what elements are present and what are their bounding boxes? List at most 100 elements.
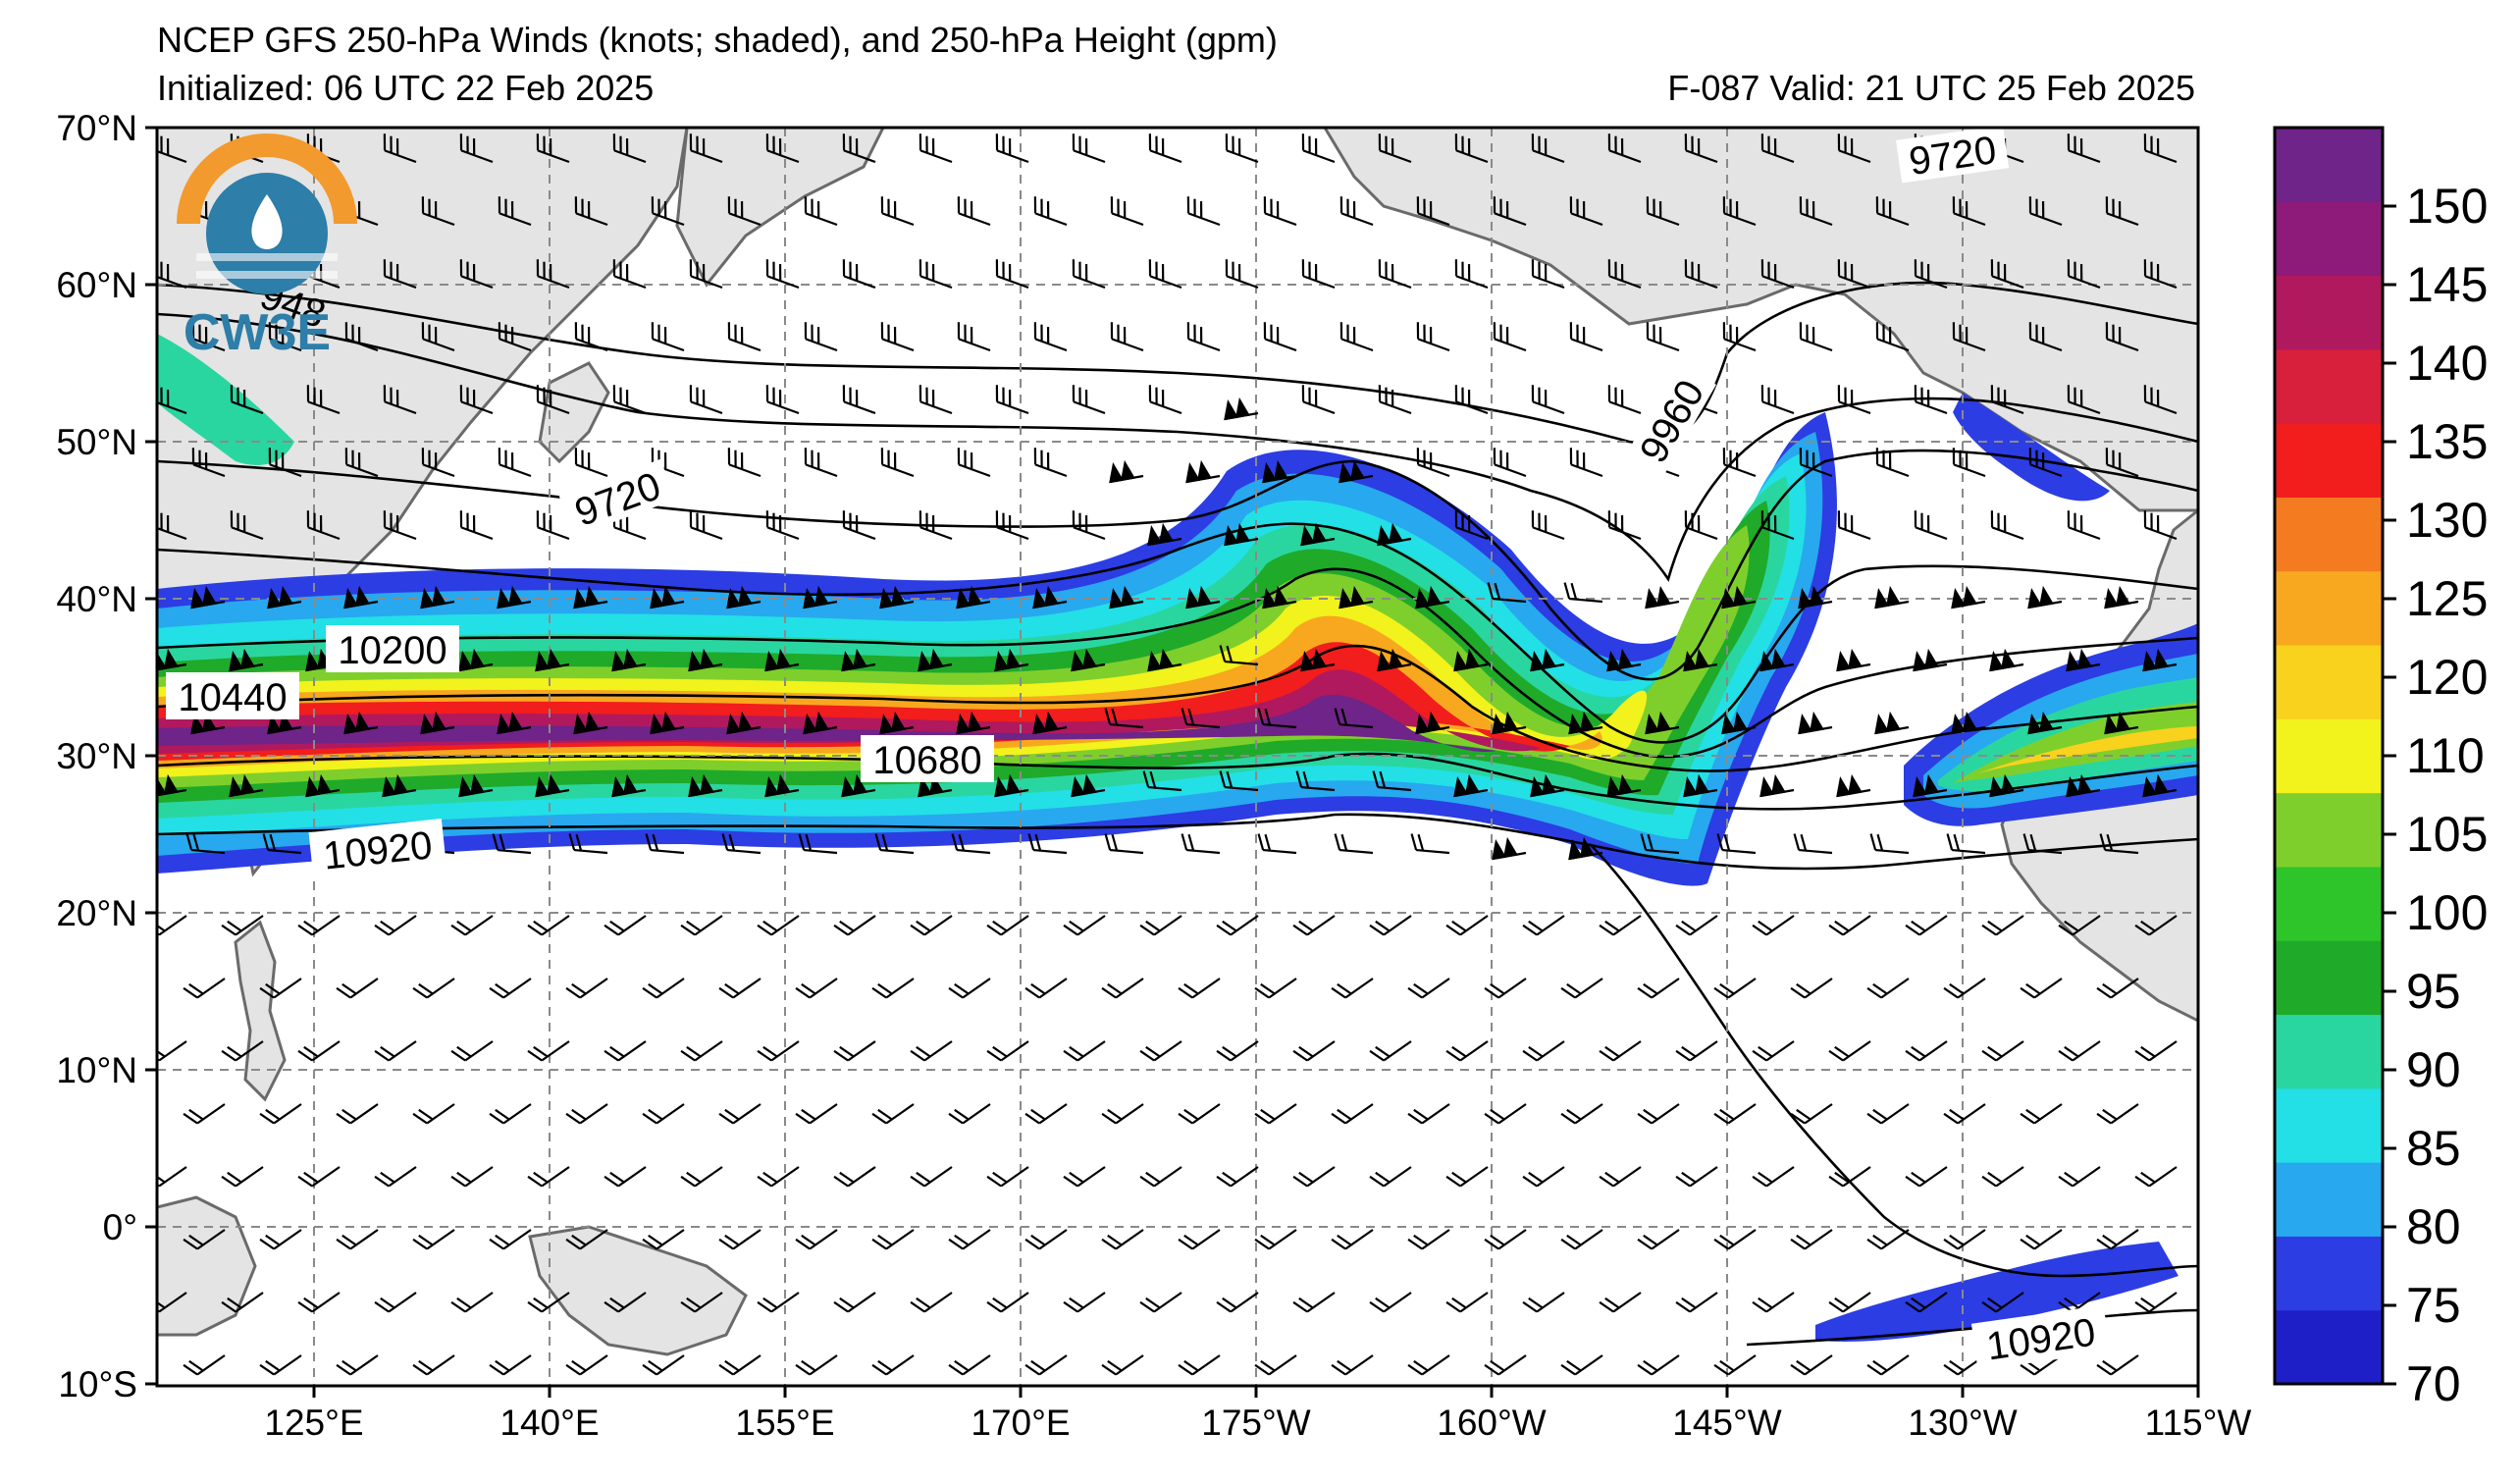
wind-barb <box>498 322 532 352</box>
cb-label-95: 95 <box>2406 964 2461 1019</box>
wind-barb <box>2142 773 2178 798</box>
wind-barb <box>1416 322 1450 352</box>
wind-barb <box>497 585 532 609</box>
logo-text: CW3E <box>184 304 331 361</box>
wind-barb <box>1563 582 1603 604</box>
wind-barb <box>1752 915 1795 936</box>
wind-barb <box>1752 1040 1795 1062</box>
wind-barb <box>804 322 838 352</box>
wind-barb <box>1181 833 1221 855</box>
wind-barb <box>1186 196 1221 227</box>
graticule <box>157 128 2198 1386</box>
wind-barb <box>1109 585 1144 609</box>
wind-barb <box>995 133 1029 164</box>
wind-barb <box>1178 1229 1221 1250</box>
wind-barb <box>1828 1166 1871 1188</box>
wind-barb <box>191 322 226 352</box>
wind-barb <box>757 1292 800 1313</box>
wind-barb <box>1607 510 1642 541</box>
wind-barb <box>1866 1229 1910 1250</box>
wind-barb <box>1599 1292 1642 1313</box>
wind-barb <box>1454 385 1489 415</box>
wind-barb <box>986 1292 1029 1313</box>
wind-barb <box>1837 385 1871 415</box>
wind-barb <box>2096 1229 2139 1250</box>
wind-barb <box>1760 385 1795 415</box>
wind-barb <box>2020 1103 2063 1125</box>
wind-barb <box>336 1354 379 1376</box>
wind-barb <box>764 648 800 672</box>
wind-barb <box>1072 510 1106 541</box>
wind-barb <box>948 1354 991 1376</box>
wind-barb <box>1063 1166 1106 1188</box>
wind-barb <box>1493 322 1527 352</box>
wind-barb <box>1484 978 1527 999</box>
wind-barb <box>1339 459 1374 484</box>
colorbar-swatch <box>2275 201 2383 277</box>
cb-label-145: 145 <box>2406 257 2488 312</box>
wind-barb <box>1905 1292 1948 1313</box>
wind-barb <box>604 1040 647 1062</box>
wind-barb <box>2027 585 2063 609</box>
wind-barb <box>1946 833 1986 855</box>
wind-barb <box>374 915 417 936</box>
wind-barb <box>689 259 723 290</box>
cb-label-110: 110 <box>2406 728 2485 783</box>
wind-barb <box>1675 1166 1718 1188</box>
wind-barb <box>611 648 647 672</box>
wind-barb <box>1024 1103 1068 1125</box>
wind-barb <box>1560 1354 1603 1376</box>
colorbar-swatches <box>2275 128 2383 1385</box>
wind-barb <box>305 773 341 798</box>
wind-barb <box>1454 259 1489 290</box>
wind-barb <box>2143 510 2178 541</box>
wind-barb <box>757 1040 800 1062</box>
wind-barb <box>383 133 417 164</box>
lon-label-145w: 145°W <box>1672 1403 1782 1443</box>
lat-label-30n: 30°N <box>56 736 137 776</box>
wind-barb <box>1874 585 1910 609</box>
wind-barb <box>919 510 953 541</box>
wind-barb <box>1790 1103 1833 1125</box>
lon-label-170e: 170°E <box>971 1403 1070 1443</box>
wind-barb <box>2134 1040 2178 1062</box>
wind-barb <box>1990 259 2024 290</box>
wind-barb <box>498 196 532 227</box>
wind-barb <box>688 648 723 672</box>
cb-label-130: 130 <box>2406 493 2488 548</box>
wind-barb <box>565 1103 608 1125</box>
wind-barb <box>1684 133 1718 164</box>
wind-barb <box>1033 196 1068 227</box>
wind-barb <box>1759 773 1795 798</box>
wind-barb <box>183 1229 226 1250</box>
wind-barb <box>459 385 494 415</box>
wind-barb <box>1790 1229 1833 1250</box>
wind-barb <box>1569 322 1603 352</box>
wind-barb <box>910 915 953 936</box>
wind-barb <box>764 773 800 798</box>
wind-barb <box>383 385 417 415</box>
lon-labels: 125°E 140°E 155°E 170°E 175°W 160°W 145°… <box>264 1403 2251 1443</box>
wind-barb <box>1828 915 1871 936</box>
wind-barb <box>1645 585 1680 609</box>
wind-barb <box>2104 585 2139 609</box>
wind-barb <box>879 585 915 609</box>
wind-barb <box>1799 196 1833 227</box>
wind-barb <box>1790 978 1833 999</box>
wind-barb <box>765 259 800 290</box>
wind-barb <box>1637 1229 1680 1250</box>
wind-barb <box>1142 770 1182 792</box>
wind-barb <box>1257 708 1297 729</box>
wind-barb <box>2058 1040 2101 1062</box>
wind-barb <box>650 585 685 609</box>
wind-barb <box>1216 1292 1259 1313</box>
wind-barb <box>1560 1229 1603 1250</box>
wind-barb <box>1263 196 1297 227</box>
wind-barb <box>1410 833 1450 855</box>
wind-barb <box>221 1292 264 1313</box>
wind-barb <box>1254 978 1297 999</box>
wind-barb <box>1024 1354 1068 1376</box>
wind-barb <box>1905 1166 1948 1188</box>
colorbar-swatch <box>2275 718 2383 794</box>
lat-label-0: 0° <box>103 1207 137 1247</box>
